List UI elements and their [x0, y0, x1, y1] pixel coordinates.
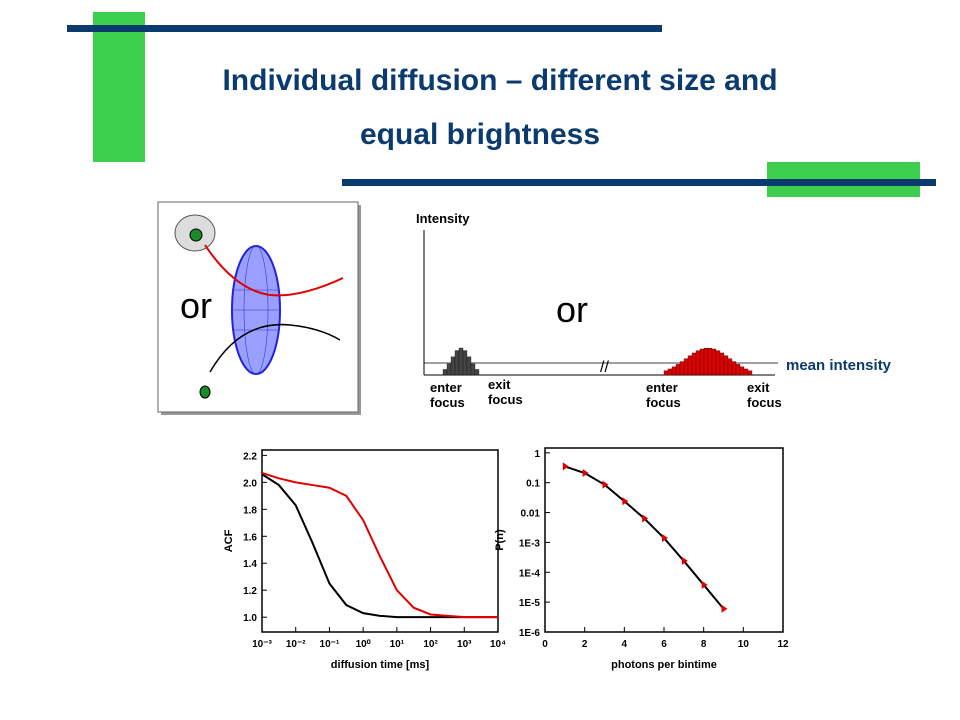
y-tick-label: 1.6 [243, 532, 257, 543]
schematic-bar [442, 369, 448, 376]
or-label: or [180, 285, 212, 326]
focus-mesh [232, 245, 280, 375]
schematic-bar [675, 364, 681, 376]
x-axis-label: photons per bintime [611, 659, 717, 671]
schematic-bar [715, 350, 721, 376]
x-tick-label: 10 [738, 639, 750, 650]
x-tick-label: 6 [661, 639, 667, 650]
x-tick-label: 4 [622, 639, 628, 650]
y-tick-label: 1.4 [243, 559, 257, 570]
y-tick-label: 1.8 [243, 505, 257, 516]
particle-core [189, 228, 203, 242]
y-tick-label: 1 [534, 449, 540, 460]
y-tick-label: 1E-3 [519, 538, 541, 549]
x-tick-label: 10⁻² [286, 639, 306, 650]
schematic-bar [466, 356, 472, 376]
mean-label: mean intensity [786, 357, 892, 374]
marker [562, 462, 569, 471]
x-tick-label: 12 [777, 639, 789, 650]
marker [642, 514, 649, 523]
y-tick-label: 1.2 [243, 586, 257, 597]
schematic-bar [723, 355, 729, 376]
schematic-bar [687, 355, 693, 376]
y-tick-label: 1E-4 [519, 568, 541, 579]
x-tick-label: 10² [423, 639, 438, 650]
marker [622, 497, 629, 506]
accent-bar [67, 25, 662, 32]
schematic-bar [703, 347, 709, 376]
schematic-bar [454, 350, 460, 376]
y-tick-label: 2.0 [243, 478, 257, 489]
event-label: enter focus [430, 380, 465, 410]
schematic-bar [663, 370, 669, 376]
schematic-bar [683, 358, 689, 376]
marker [721, 604, 728, 613]
x-tick-label: 10¹ [390, 639, 405, 650]
title-line: equal brightness [360, 118, 600, 151]
or-label: or [556, 289, 588, 330]
series-line [261, 473, 498, 619]
x-tick-label: 10⁴ [490, 639, 506, 650]
y-tick-label: 0.1 [526, 479, 540, 490]
schematic-bar [727, 358, 733, 376]
schematic-bar [735, 364, 741, 376]
schematic-bar [695, 350, 701, 376]
marker [602, 480, 609, 489]
small-particle [199, 385, 211, 399]
schematic-bar [739, 366, 745, 376]
y-tick-label: 1E-6 [519, 628, 541, 639]
schematic-bar [671, 366, 677, 376]
marker [662, 534, 668, 543]
schematic-bar [731, 361, 737, 376]
y-axis-label: P(n) [494, 529, 506, 551]
schematic-bar [458, 347, 464, 376]
black-trajectory [209, 323, 341, 373]
y-tick-label: 2.2 [243, 451, 257, 462]
schematic-bar [474, 369, 480, 376]
event-label: enter focus [646, 380, 681, 410]
schematic-bar [707, 347, 713, 376]
series-line [564, 465, 725, 610]
marker [582, 469, 589, 478]
y-tick-label: 0.01 [521, 509, 541, 520]
schematic-bar [743, 368, 749, 376]
schematic-bar [747, 370, 753, 376]
x-tick-label: 8 [701, 639, 707, 650]
schematic-bar [450, 356, 456, 376]
schematic-bar [667, 368, 673, 376]
y-axis-label: Intensity [416, 211, 470, 226]
x-tick-label: 2 [582, 639, 588, 650]
marker [681, 556, 688, 565]
marker [701, 580, 708, 589]
schematic-bar [699, 348, 705, 376]
schematic-bar [711, 348, 717, 376]
schematic-bar [691, 352, 697, 376]
x-tick-label: 0 [542, 639, 548, 650]
x-tick-label: 10³ [457, 639, 472, 650]
schematic-bar [470, 363, 476, 376]
title-line: Individual diffusion – different size an… [222, 64, 777, 97]
y-tick-label: 1E-5 [519, 598, 541, 609]
series-line [261, 471, 498, 619]
x-axis-label: diffusion time [ms] [331, 659, 430, 671]
x-tick-label: 10⁻³ [252, 639, 272, 650]
accent-bar [342, 179, 936, 186]
y-axis-label: ACF [223, 529, 235, 552]
y-tick-label: 1.0 [243, 613, 257, 624]
schematic-bar [446, 363, 452, 376]
histograms [442, 347, 753, 376]
plot-frame [261, 449, 499, 633]
x-tick-label: 10⁰ [356, 639, 371, 650]
red-trajectory [204, 244, 344, 297]
event-label: exit focus [488, 377, 523, 407]
event-label: exit focus [747, 380, 782, 410]
accent-block [93, 12, 145, 162]
axis-break: // [600, 359, 609, 376]
schematic-bar [679, 361, 685, 376]
x-tick-label: 10⁻¹ [320, 639, 340, 650]
schematic-bar [719, 352, 725, 376]
schematic-bar [462, 350, 468, 376]
